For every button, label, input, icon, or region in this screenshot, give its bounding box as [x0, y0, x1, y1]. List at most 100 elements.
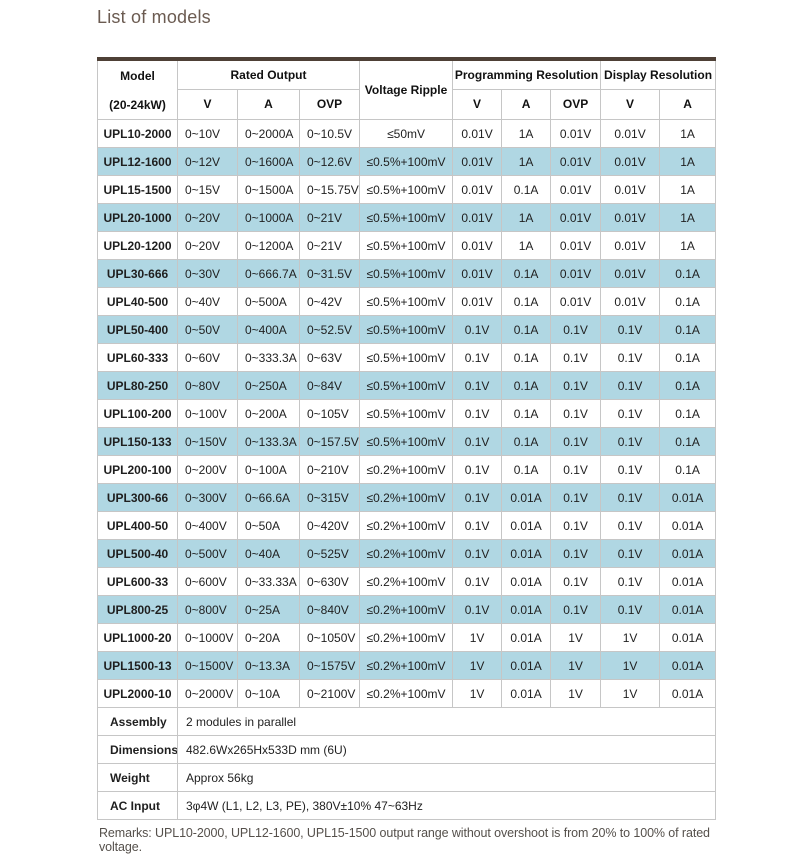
table-row: UPL400-50 0~400V 0~50A 0~420V ≤0.2%+100mV 0.1… [97, 511, 717, 540]
model-cell: UPL200-100 [97, 455, 178, 484]
spec-cell: 1V [550, 623, 602, 652]
spec-cell: 0~1500A [237, 175, 300, 204]
spec-cell: ≤0.5%+100mV [359, 259, 454, 288]
spec-cell: 0.1V [452, 595, 503, 624]
spec-cell: 0~1600A [237, 147, 300, 176]
header-prog-v: V [452, 88, 503, 121]
spec-cell: 1A [659, 231, 717, 260]
model-cell: UPL20-1200 [97, 231, 178, 260]
spec-cell: 0.1A [501, 343, 552, 372]
spec-cell: ≤0.2%+100mV [359, 511, 454, 540]
spec-cell: 0~250A [237, 371, 300, 400]
spec-cell: 0~15V [177, 175, 238, 204]
spec-cell: ≤50mV [359, 119, 454, 148]
spec-cell: 0.01A [501, 511, 552, 540]
header-row-units: V A OVP V A OVP V A [98, 88, 717, 121]
info-rows: Assembly 2 modules in parallel Dimensions 4… [97, 707, 717, 820]
spec-cell: 0.1A [659, 399, 717, 428]
model-cell: UPL50-400 [97, 315, 178, 344]
spec-cell: 0.01V [452, 147, 503, 176]
header-rated-ovp: OVP [298, 88, 361, 121]
info-row-value: 2 modules in parallel [176, 707, 717, 736]
spec-cell: 0.01A [659, 539, 717, 568]
spec-cell: ≤0.2%+100mV [359, 483, 454, 512]
model-cell: UPL80-250 [97, 371, 178, 400]
table-row: UPL2000-10 0~2000V 0~10A 0~2100V ≤0.2%+100mV… [97, 679, 717, 708]
spec-cell: 1A [659, 119, 717, 148]
spec-cell: 0~40V [177, 287, 238, 316]
table-header: Model (20-24kW) Rated Output Voltage Rip… [97, 58, 717, 121]
table-row: UPL1500-13 0~1500V 0~13.3A 0~1575V ≤0.2%+100… [97, 651, 717, 680]
spec-cell: 0.01V [600, 175, 661, 204]
table-row: UPL50-400 0~50V 0~400A 0~52.5V ≤0.5%+100mV 0.… [97, 315, 717, 344]
info-row: Dimensions 482.6Wx265Hx533D mm (6U) [97, 735, 717, 764]
spec-cell: 0~666.7A [237, 259, 300, 288]
spec-cell: 0~33.33A [237, 567, 300, 596]
spec-cell: 0.1V [600, 315, 661, 344]
spec-cell: 0.1V [600, 567, 661, 596]
spec-cell: 0.1V [550, 595, 602, 624]
spec-cell: 1A [659, 203, 717, 232]
info-row: Weight Approx 56kg [97, 763, 717, 792]
spec-cell: 0~420V [298, 511, 361, 540]
spec-cell: 0~2000V [177, 679, 238, 708]
spec-cell: 0~200V [177, 455, 238, 484]
spec-cell: 0.01A [501, 539, 552, 568]
header-rated-output: Rated Output [176, 58, 361, 90]
spec-cell: 0.1V [600, 595, 661, 624]
spec-cell: 0.1V [550, 315, 602, 344]
spec-cell: 1V [550, 651, 602, 680]
model-cell: UPL100-200 [97, 399, 178, 428]
spec-cell: 0.01V [600, 259, 661, 288]
spec-cell: 1V [600, 651, 661, 680]
spec-cell: 1A [659, 175, 717, 204]
table-row: UPL20-1000 0~20V 0~1000A 0~21V ≤0.5%+100mV 0.… [97, 203, 717, 232]
spec-cell: 0.1V [452, 399, 503, 428]
model-cell: UPL30-666 [97, 259, 178, 288]
spec-cell: 0~30V [177, 259, 238, 288]
model-cell: UPL400-50 [97, 511, 178, 540]
table-row: UPL150-133 0~150V 0~133.3A 0~157.5V ≤0.5%+10… [97, 427, 717, 456]
spec-cell: 0~50A [237, 511, 300, 540]
header-model-line1: Model [120, 68, 155, 83]
spec-cell: 0~500V [177, 539, 238, 568]
table-row: UPL80-250 0~80V 0~250A 0~84V ≤0.5%+100mV 0.1V… [97, 371, 717, 400]
spec-cell: 0~500A [237, 287, 300, 316]
spec-cell: 0.01V [550, 287, 602, 316]
spec-cell: 1A [501, 231, 552, 260]
info-row-label: AC Input [97, 791, 178, 820]
spec-cell: 0.1V [550, 371, 602, 400]
spec-cell: 0.1V [550, 539, 602, 568]
spec-cell: 0~300V [177, 483, 238, 512]
spec-cell: 0.01V [452, 203, 503, 232]
spec-cell: 0.1A [659, 371, 717, 400]
spec-cell: 0~840V [298, 595, 361, 624]
spec-cell: 0.1V [550, 427, 602, 456]
table-row: UPL10-2000 0~10V 0~2000A 0~10.5V ≤50mV 0.01V 1… [97, 119, 717, 148]
header-model: Model (20-24kW) [97, 58, 178, 120]
spec-cell: 0~31.5V [298, 259, 361, 288]
model-cell: UPL150-133 [97, 427, 178, 456]
table-row: UPL800-25 0~800V 0~25A 0~840V ≤0.2%+100mV 0.1… [97, 595, 717, 624]
spec-cell: 0~315V [298, 483, 361, 512]
spec-cell: 0.1V [452, 483, 503, 512]
spec-cell: 0~157.5V [298, 427, 361, 456]
spec-cell: 0.1V [600, 511, 661, 540]
spec-cell: 0~1500V [177, 651, 238, 680]
model-cell: UPL500-40 [97, 539, 178, 568]
spec-cell: 0.01V [600, 203, 661, 232]
spec-cell: 0.1V [452, 567, 503, 596]
spec-cell: 0.01A [501, 567, 552, 596]
spec-cell: 0~21V [298, 231, 361, 260]
header-rated-a: A [237, 88, 300, 121]
spec-cell: 0.01A [659, 511, 717, 540]
spec-cell: 0.1A [501, 315, 552, 344]
spec-cell: 0~210V [298, 455, 361, 484]
model-rows: UPL10-2000 0~10V 0~2000A 0~10.5V ≤50mV 0.01V 1… [97, 119, 717, 708]
spec-cell: ≤0.2%+100mV [359, 567, 454, 596]
table-row: UPL15-1500 0~15V 0~1500A 0~15.75V ≤0.5%+100m… [97, 175, 717, 204]
spec-cell: 0~84V [298, 371, 361, 400]
spec-cell: 0~333.3A [237, 343, 300, 372]
model-cell: UPL60-333 [97, 343, 178, 372]
spec-cell: 0.1A [659, 315, 717, 344]
